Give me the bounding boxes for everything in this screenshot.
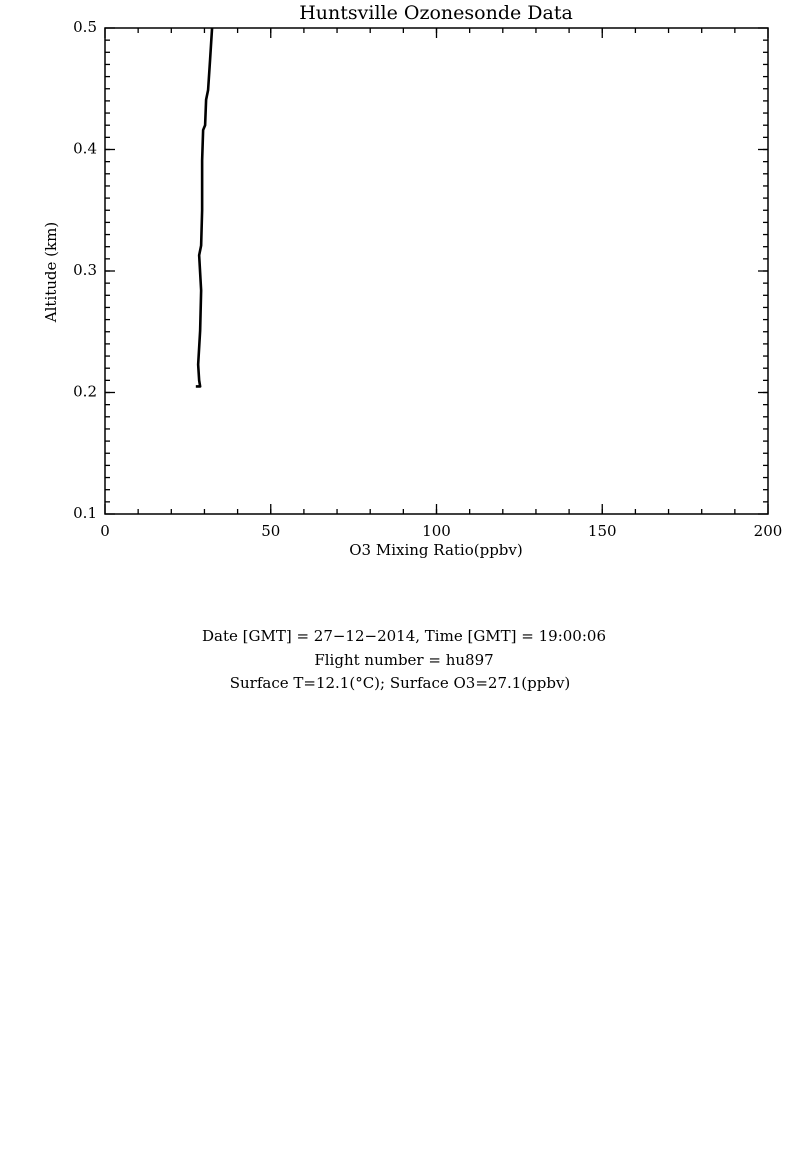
- x-tick-label: 200: [754, 522, 783, 540]
- x-axis-label: O3 Mixing Ratio(ppbv): [349, 541, 522, 559]
- y-tick-label: 0.1: [73, 504, 97, 522]
- data-line: [195, 27, 214, 388]
- info-line: Date [GMT] = 27−12−2014, Time [GMT] = 19…: [202, 627, 606, 645]
- y-tick-label: 0.5: [73, 18, 97, 36]
- x-tick-label: 100: [422, 522, 451, 540]
- x-tick-label: 50: [261, 522, 280, 540]
- chart-title: Huntsville Ozonesonde Data: [299, 2, 573, 24]
- info-line: Surface T=12.1(°C); Surface O3=27.1(ppbv…: [230, 674, 571, 692]
- plot-frame: [104, 27, 769, 515]
- x-tick-label: 0: [100, 522, 110, 540]
- y-tick-label: 0.3: [73, 261, 97, 279]
- y-tick-label: 0.4: [73, 140, 97, 158]
- y-tick-label: 0.2: [73, 383, 97, 401]
- x-tick-label: 150: [588, 522, 617, 540]
- y-axis-label: Altitude (km): [42, 222, 60, 323]
- info-line: Flight number = hu897: [314, 651, 493, 669]
